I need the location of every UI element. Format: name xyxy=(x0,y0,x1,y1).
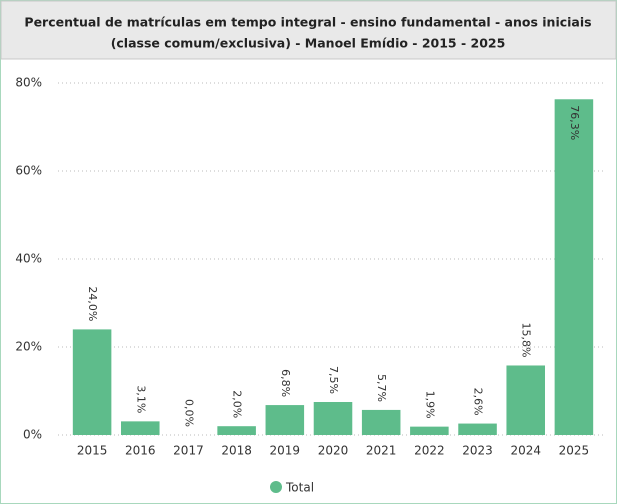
y-tick-label: 60% xyxy=(15,164,42,178)
x-tick-label: 2020 xyxy=(318,444,349,458)
data-label: 2,6% xyxy=(472,388,485,416)
title-box xyxy=(0,0,617,60)
x-tick-label: 2025 xyxy=(559,444,590,458)
y-tick-label: 40% xyxy=(15,252,42,266)
bar xyxy=(506,365,545,435)
data-label: 6,8% xyxy=(279,369,292,397)
data-label: 5,7% xyxy=(375,374,388,402)
data-label: 15,8% xyxy=(520,323,533,358)
x-tick-label: 2015 xyxy=(77,444,108,458)
x-tick-label: 2019 xyxy=(270,444,301,458)
bar xyxy=(265,405,305,435)
data-label: 76,3% xyxy=(568,105,581,140)
x-tick-label: 2022 xyxy=(414,444,445,458)
y-tick-label: 80% xyxy=(15,76,42,90)
data-label: 7,5% xyxy=(327,366,340,394)
chart-title: Percentual de matrículas em tempo integr… xyxy=(24,15,591,30)
data-label: 24,0% xyxy=(86,286,99,321)
y-tick-label: 20% xyxy=(15,340,42,354)
x-tick-label: 2023 xyxy=(462,444,493,458)
bar xyxy=(361,409,401,435)
data-label: 2,0% xyxy=(231,390,244,418)
bar xyxy=(554,99,594,435)
chart-subtitle: (classe comum/exclusiva) - Manoel Emídio… xyxy=(111,36,506,51)
data-label: 0,0% xyxy=(182,399,195,427)
legend-swatch xyxy=(270,481,282,493)
bar xyxy=(72,329,112,435)
bar xyxy=(313,402,353,435)
bar xyxy=(121,421,160,435)
x-tick-label: 2016 xyxy=(125,444,156,458)
legend-label: Total xyxy=(285,481,314,495)
x-tick-label: 2018 xyxy=(221,444,252,458)
x-tick-label: 2017 xyxy=(173,444,204,458)
bar xyxy=(410,426,449,435)
bar xyxy=(217,426,256,435)
data-label: 3,1% xyxy=(134,385,147,413)
x-tick-label: 2021 xyxy=(366,444,397,458)
bar xyxy=(458,423,497,435)
data-label: 1,9% xyxy=(423,391,436,419)
x-tick-label: 2024 xyxy=(510,444,541,458)
y-tick-label: 0% xyxy=(23,428,42,442)
